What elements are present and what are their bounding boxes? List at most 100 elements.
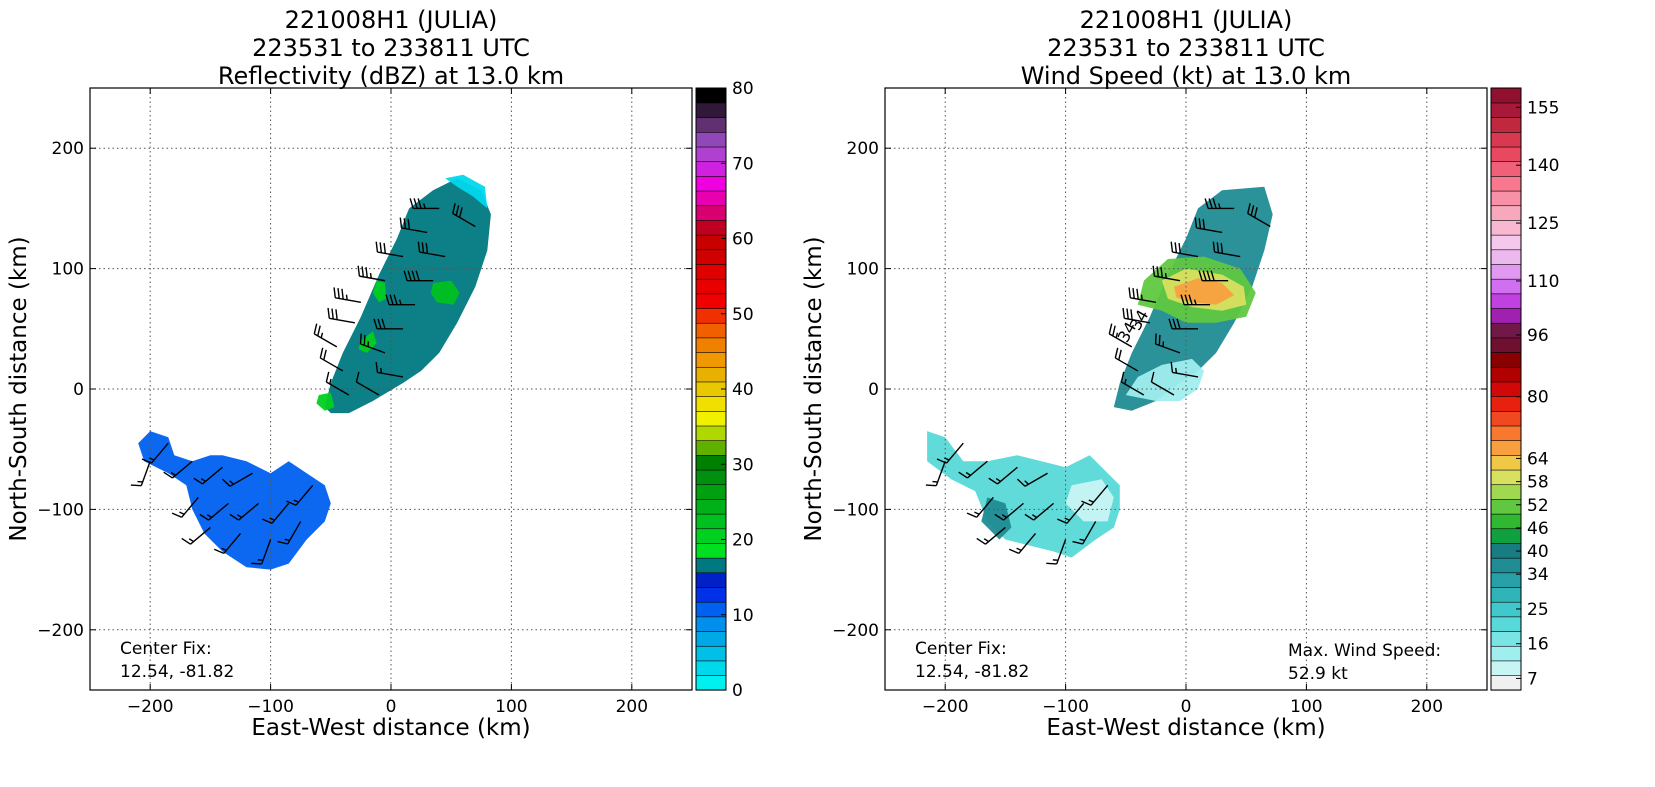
wind-barb xyxy=(1024,502,1055,521)
wind-barb-feather xyxy=(337,288,340,299)
wind-barb xyxy=(1128,287,1157,304)
wind-barb-staff xyxy=(325,381,350,396)
wind-barb-feather xyxy=(958,471,968,479)
wind-barb xyxy=(1152,265,1181,282)
wind-barb xyxy=(193,466,223,485)
wind-barb-staff xyxy=(1090,484,1109,506)
wind-barb-staff xyxy=(329,317,356,324)
wind-barb xyxy=(325,371,350,396)
wind-barb xyxy=(1170,361,1199,378)
wind-barb-staff xyxy=(1247,212,1271,228)
wind-barb xyxy=(286,484,314,506)
colorbar-segment xyxy=(1490,161,1522,177)
wind-barb-feather xyxy=(1016,478,1026,487)
echo-region-light-south-core xyxy=(1125,358,1205,401)
wind-barb-half-feather xyxy=(320,332,324,339)
right-title-line-3: Wind Speed (kt) at 13.0 km xyxy=(1020,62,1352,90)
max-wind-label: Max. Wind Speed: xyxy=(1288,641,1441,661)
wind-barb-feather xyxy=(313,323,318,335)
colorbar-segment xyxy=(695,307,727,324)
colorbar-tick-label: 25 xyxy=(1527,600,1549,620)
echo-region-south-band xyxy=(927,431,1120,558)
wind-barb xyxy=(1204,198,1235,210)
wind-barb-staff xyxy=(171,460,193,479)
wind-barb-staff xyxy=(377,251,404,258)
colorbar-segment xyxy=(695,249,727,265)
wind-barb-staff xyxy=(419,251,446,258)
wind-barb-staff xyxy=(985,526,1006,545)
colorbar-tick-label: 16 xyxy=(1527,635,1549,655)
echo-region-north-band xyxy=(324,178,491,414)
wind-barb-feather xyxy=(415,270,420,281)
wind-barb-feather xyxy=(1154,333,1157,345)
wind-barb-feather xyxy=(1176,318,1181,330)
wind-barb-feather xyxy=(1206,270,1211,281)
wind-barb-staff xyxy=(1114,357,1139,372)
wind-barb-feather xyxy=(1174,242,1178,253)
wind-barb-staff xyxy=(1082,521,1097,545)
colorbar-segment xyxy=(695,645,727,662)
wind-barb-feather xyxy=(229,513,240,521)
y-axis-label: North-South distance (km) xyxy=(6,236,32,541)
wind-barb-feather xyxy=(459,207,463,218)
wind-barb-feather xyxy=(377,318,382,330)
wind-barb xyxy=(1072,521,1097,545)
wind-barb-staff xyxy=(1003,502,1024,521)
colorbar-tick-label: 110 xyxy=(1527,272,1559,292)
x-tick-label: 0 xyxy=(1181,697,1192,717)
wind-barb-feather xyxy=(1150,371,1155,383)
colorbar-tick-label: 80 xyxy=(1527,388,1549,408)
wind-barb-feather xyxy=(1081,500,1092,506)
wind-barb-staff xyxy=(1024,472,1048,487)
wind-barb-half-feather xyxy=(1088,499,1094,503)
wind-barb-feather xyxy=(1112,325,1116,337)
colorbar-segment xyxy=(1490,513,1522,530)
left-chart-title: 221008H1 (JULIA) 223531 to 233811 UTC Re… xyxy=(90,6,692,90)
colorbar-segment xyxy=(1490,660,1522,676)
wind-barb-feather xyxy=(199,513,209,521)
x-tick-label: 100 xyxy=(495,697,527,717)
colorbar-segment xyxy=(695,498,727,515)
wind-barb-staff xyxy=(452,212,476,228)
colorbar-segment xyxy=(1490,249,1522,265)
wind-barb-staff xyxy=(181,496,199,518)
wind-barb xyxy=(385,294,416,306)
left-title-line-3: Reflectivity (dBZ) at 13.0 km xyxy=(217,62,565,90)
wind-barb-staff xyxy=(1066,502,1085,524)
colorbar-segment xyxy=(695,454,727,471)
wind-barb-half-feather xyxy=(206,514,212,519)
wind-barb-feather xyxy=(1210,270,1215,281)
colorbar-tick-label: 52 xyxy=(1527,496,1549,516)
wind-barb xyxy=(251,539,272,565)
wind-barb-feather xyxy=(1247,203,1251,214)
colorbar-tick-label: 58 xyxy=(1527,473,1549,493)
wind-barb-feather xyxy=(409,198,414,209)
wind-barb-feather xyxy=(1108,323,1113,335)
wind-barb-half-feather xyxy=(345,294,348,300)
wind-barb-feather xyxy=(373,318,378,330)
colorbar-segment xyxy=(695,410,727,427)
x-axis-label: East-West distance (km) xyxy=(251,715,530,741)
right-title-line-2: 223531 to 233811 UTC xyxy=(1047,34,1325,62)
wind-barb-feather xyxy=(1202,270,1207,281)
colorbar-segment xyxy=(695,131,727,148)
echo-region-green-core-1 xyxy=(372,280,387,303)
wind-barb-staff xyxy=(238,502,260,521)
wind-barb-feather xyxy=(403,270,408,281)
y-tick-label: 100 xyxy=(52,260,84,280)
wind-barb-feather xyxy=(1160,267,1163,278)
y-tick-label: −100 xyxy=(37,500,84,520)
wind-barb xyxy=(1194,217,1223,234)
wind-barb-feather xyxy=(1212,198,1217,209)
y-axis-label: North-South distance (km) xyxy=(801,236,827,541)
colorbar-segment xyxy=(1490,440,1522,456)
colorbar-segment xyxy=(1490,205,1522,221)
colorbar-segment xyxy=(695,87,727,104)
wind-barb-half-feather xyxy=(965,471,971,476)
wind-barb-feather xyxy=(361,266,365,277)
colorbar-segment xyxy=(695,586,727,603)
wind-barb-feather xyxy=(1130,309,1133,320)
